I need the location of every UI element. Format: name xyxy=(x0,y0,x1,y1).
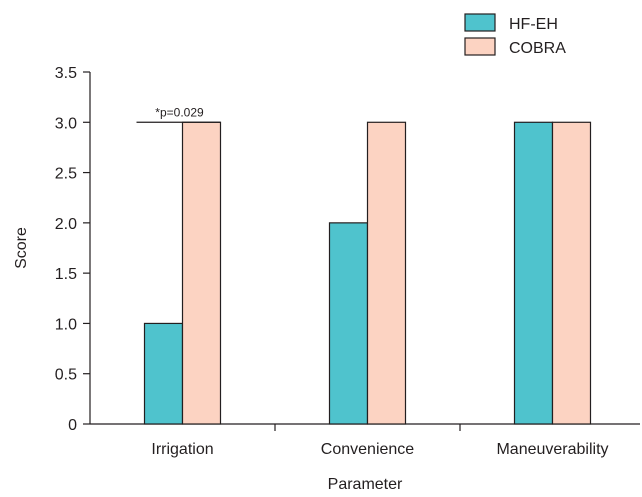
y-axis-ticks: 0 0.5 1.0 1.5 2.0 2.5 3.0 3.5 xyxy=(55,65,90,434)
y-tick-label: 2.5 xyxy=(55,166,77,183)
y-axis-title: Score xyxy=(13,227,30,269)
bar-hf-eh-irrigation xyxy=(143,322,184,425)
bar-cobra-irrigation xyxy=(181,121,222,425)
y-tick-label: 3.5 xyxy=(55,65,77,82)
bar-hf-eh-convenience xyxy=(328,222,369,425)
x-tick-label: Convenience xyxy=(321,441,415,458)
legend-swatch-hf-eh xyxy=(464,13,496,32)
x-tick-label: Maneuverability xyxy=(496,441,608,458)
x-tick-label: Irrigation xyxy=(151,441,213,458)
y-tick-label: 1.0 xyxy=(55,316,77,333)
legend-label-cobra: COBRA xyxy=(509,40,566,57)
significance-annotation: *p=0.029 xyxy=(136,105,221,123)
bar-hf-eh-maneuverability xyxy=(513,121,554,425)
x-axis-title: Parameter xyxy=(328,476,403,493)
x-axis-ticks: Irrigation Convenience Maneuverability xyxy=(151,424,609,458)
y-tick-label: 2.0 xyxy=(55,216,77,233)
bar-cobra-maneuverability xyxy=(551,121,592,425)
significance-label: *p=0.029 xyxy=(155,105,204,119)
y-tick-label: 1.5 xyxy=(55,266,77,283)
y-tick-label: 0 xyxy=(68,417,77,434)
legend-swatch-cobra xyxy=(464,37,496,56)
bar-cobra-convenience xyxy=(366,121,407,425)
bars xyxy=(143,121,592,425)
legend-label-hf-eh: HF-EH xyxy=(509,16,558,33)
y-tick-label: 3.0 xyxy=(55,115,77,132)
y-tick-label: 0.5 xyxy=(55,367,77,384)
legend: HF-EH COBRA xyxy=(464,13,566,57)
